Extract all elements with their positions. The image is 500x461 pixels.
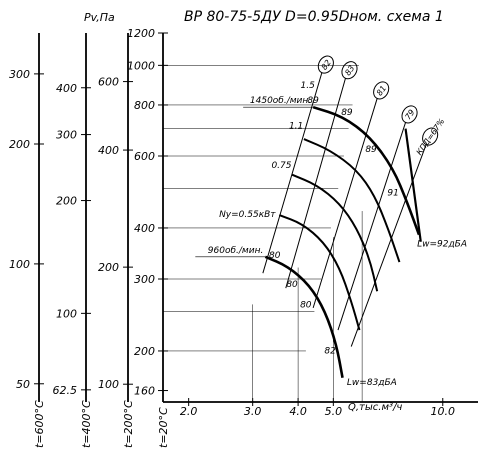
curve-efficiency-label: 80 bbox=[269, 251, 281, 261]
temperature-scale-label: t=20°C bbox=[157, 407, 170, 448]
x-tick-label: 10.0 bbox=[431, 405, 456, 418]
curve-efficiency-label: 80 bbox=[286, 280, 298, 290]
power-label: Ny=0.55кВт bbox=[219, 210, 276, 220]
x-tick-label: 5.0 bbox=[325, 405, 343, 418]
x-tick-label: 3.0 bbox=[244, 405, 262, 418]
temperature-tick-label: 50 bbox=[16, 378, 30, 391]
envelope-line bbox=[404, 128, 422, 242]
temperature-tick-label: 400 bbox=[98, 144, 119, 157]
temperature-scales: 300 200 100 50t=600°C 400 300 200 100 62.5t=400°… bbox=[9, 33, 170, 448]
temperature-tick-label: 200 bbox=[56, 195, 77, 208]
efficiency-badge bbox=[341, 61, 358, 80]
temperature-scale-label: t=200°C bbox=[122, 400, 135, 448]
temperature-tick-label: 400 bbox=[56, 82, 77, 95]
efficiency-badge bbox=[401, 105, 418, 124]
speed-curve bbox=[291, 173, 379, 292]
temperature-tick-label: 62.5 bbox=[53, 384, 78, 397]
y-tick-label: 300 bbox=[134, 273, 155, 286]
temperature-tick-label: 200 bbox=[9, 138, 30, 151]
noise-label: Lw=83дБА bbox=[347, 378, 397, 388]
efficiency-label: КПД=67% bbox=[415, 117, 447, 157]
temperature-tick-label: 100 bbox=[98, 378, 119, 391]
temperature-tick-label: 300 bbox=[9, 68, 30, 81]
curve-efficiency-label: 91 bbox=[387, 188, 398, 198]
noise-label: Lw=92дБА bbox=[417, 240, 467, 250]
efficiency-badge bbox=[422, 127, 439, 146]
y-tick-label: 800 bbox=[134, 99, 155, 112]
curve-efficiency-label: 89 bbox=[341, 108, 353, 118]
y-tick-label: 200 bbox=[134, 345, 155, 358]
curve-efficiency-label: 80 bbox=[300, 300, 312, 310]
speed-curve bbox=[303, 138, 401, 263]
temperature-tick-label: 200 bbox=[98, 261, 119, 274]
x-tick-label: 2.0 bbox=[180, 405, 198, 418]
y-tick-label: 400 bbox=[134, 222, 155, 235]
chart-labels: 1.51.10.75Ny=0.55кВт8989899180808082Lw=9… bbox=[219, 81, 467, 388]
curve-efficiency-label: 82 bbox=[324, 346, 336, 356]
temperature-tick-label: 100 bbox=[56, 307, 77, 320]
y-tick-label: 160 bbox=[134, 385, 155, 398]
power-label: 1.1 bbox=[289, 122, 303, 132]
speed-curve bbox=[278, 214, 361, 331]
temperature-scale-label: t=400°C bbox=[80, 400, 93, 448]
y-tick-label: 1200 bbox=[127, 27, 155, 40]
power-label: 1.5 bbox=[301, 81, 316, 91]
speed-curve bbox=[264, 255, 344, 378]
power-label: 0.75 bbox=[271, 161, 291, 171]
curve-efficiency-label: 89 bbox=[307, 96, 319, 106]
efficiency-line bbox=[285, 78, 346, 289]
temperature-tick-label: 300 bbox=[56, 129, 77, 142]
speed-curve-label: 960об./мин. bbox=[208, 246, 264, 256]
temperature-tick-label: 600 bbox=[98, 76, 119, 89]
efficiency-line bbox=[262, 72, 323, 274]
chart-title: ВР 80-75-5ДУ D=0.95Dном. схема 1 bbox=[184, 9, 444, 25]
speed-curve-label: 1450об./мин. bbox=[250, 96, 311, 106]
x-axis-label: Q,тыс.м³/ч bbox=[348, 402, 402, 413]
temperature-tick-label: 100 bbox=[9, 258, 30, 271]
efficiency-line bbox=[312, 98, 378, 308]
speed-curve bbox=[312, 105, 421, 236]
efficiency-line bbox=[350, 144, 427, 347]
x-tick-label: 4.0 bbox=[289, 405, 307, 418]
speed-curves: 1450об./мин. 960об./мин. bbox=[195, 96, 422, 378]
curve-efficiency-label: 89 bbox=[365, 145, 377, 155]
temperature-scale-label: t=600°C bbox=[33, 400, 46, 448]
efficiency-badge bbox=[317, 55, 334, 74]
efficiency-badge bbox=[373, 81, 390, 100]
y-tick-label: 600 bbox=[134, 150, 155, 163]
pv-axis-label: Pv,Па bbox=[84, 11, 115, 24]
y-tick-label: 1000 bbox=[127, 59, 155, 72]
axes: 1200 1000 800 600 400 300 200 160 2.0 3.0 4.0 5.0 10… bbox=[127, 27, 478, 418]
